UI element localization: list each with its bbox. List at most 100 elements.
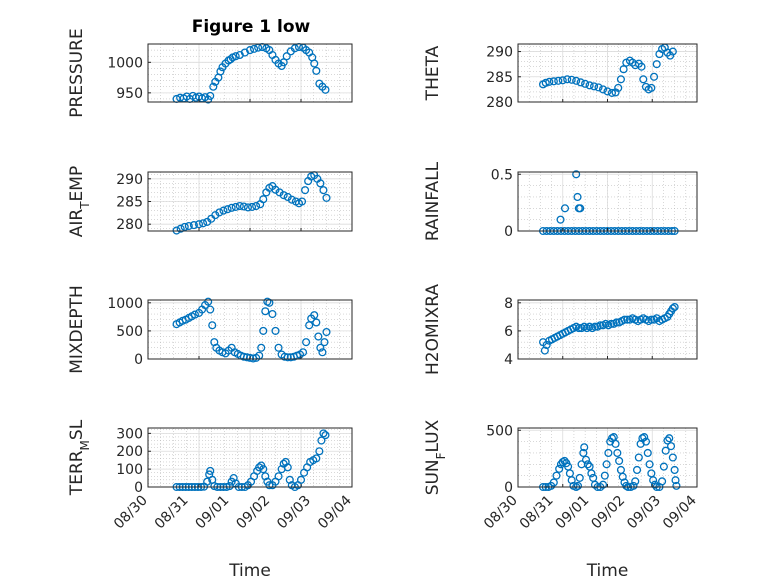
data-point [666, 442, 676, 451]
data-point [590, 82, 599, 91]
data-point [204, 297, 213, 306]
y-tick-label: 0 [134, 480, 143, 496]
data-point [184, 221, 193, 231]
y-tick-label: 100 [116, 462, 143, 478]
data-point [321, 85, 330, 94]
data-point [250, 44, 259, 53]
subplot-2: 280 285 290 THETA [423, 43, 698, 111]
data-point [576, 204, 585, 213]
y-tick-label: 6 [504, 324, 513, 340]
data-point [297, 197, 307, 206]
data-point [549, 478, 558, 487]
data-point [666, 51, 675, 60]
data-point [265, 298, 274, 307]
y-tick-label: 4 [504, 352, 513, 368]
data-point [541, 78, 550, 87]
data-point [616, 75, 625, 84]
data-point [631, 477, 640, 486]
data-point [598, 85, 608, 94]
data-point [283, 463, 292, 472]
data-point [585, 81, 594, 90]
data-point [563, 75, 572, 84]
data-point [245, 353, 255, 362]
data-point [596, 321, 605, 330]
data-point [312, 66, 321, 75]
data-point [594, 83, 603, 92]
data-point [558, 457, 567, 467]
y-tick-label: 950 [116, 86, 143, 102]
data-point [279, 58, 288, 67]
data-point [540, 346, 549, 355]
data-point [259, 465, 268, 474]
data-point [219, 206, 228, 215]
data-point [671, 476, 680, 485]
data-point [208, 321, 217, 330]
y-tick-label: 8 [504, 296, 513, 312]
data-point [261, 307, 270, 316]
data-point [672, 481, 681, 490]
data-point [549, 77, 558, 86]
data-point [639, 75, 648, 84]
data-point [615, 456, 624, 465]
data-point [670, 465, 679, 475]
data-point [643, 448, 652, 458]
data-point [602, 460, 611, 469]
data-point [583, 460, 592, 469]
data-point [556, 215, 565, 224]
data-point [623, 315, 632, 324]
data-point [560, 204, 570, 213]
data-point [316, 179, 325, 188]
data-point [558, 76, 567, 85]
y-tick-label: 290 [116, 172, 143, 188]
y-axis-label: MIXDEPTH [67, 285, 87, 374]
data-point [649, 72, 659, 81]
y-tick-label: 280 [116, 217, 143, 233]
y-tick-label: 0 [134, 352, 143, 368]
data-point [265, 481, 274, 490]
data-point [560, 456, 569, 465]
data-point [317, 436, 326, 445]
data-point [298, 348, 308, 357]
data-point [573, 192, 582, 202]
data-point [209, 82, 218, 91]
data-point [645, 460, 654, 469]
data-point [314, 332, 323, 341]
data-point [310, 59, 319, 68]
y-tick-label: 200 [116, 444, 143, 460]
data-point [668, 453, 677, 462]
data-point [614, 83, 623, 92]
data-point [318, 348, 327, 357]
data-point [189, 221, 198, 230]
subplot-4: 0 0.5 RAINFALL [423, 161, 698, 241]
data-point [613, 448, 622, 458]
y-tick-label: 0 [504, 224, 513, 240]
y-tick-label: 500 [116, 324, 143, 340]
data-point [545, 77, 554, 86]
y-axis-label: H2OMIXRA [423, 284, 443, 375]
data-point [302, 338, 311, 347]
y-tick-label: 280 [486, 95, 513, 111]
data-point [259, 195, 268, 204]
data-point [552, 471, 561, 480]
y-tick-label: 285 [486, 70, 513, 86]
data-point [322, 327, 331, 337]
y-tick-label: 0 [504, 480, 513, 496]
data-point [567, 476, 576, 485]
y-axis-label: PRESSURE [67, 28, 87, 117]
y-axis-label: THETA [423, 45, 443, 101]
data-point [649, 476, 658, 485]
data-point [290, 44, 299, 53]
data-point [194, 220, 204, 229]
data-point [227, 203, 236, 212]
data-point [580, 443, 589, 452]
data-point [223, 205, 232, 214]
data-point [287, 195, 296, 204]
data-point [581, 455, 591, 464]
data-point [239, 202, 248, 211]
data-point [180, 222, 189, 231]
data-point [310, 311, 319, 320]
data-point [554, 76, 563, 85]
data-point [282, 52, 291, 61]
data-point [268, 309, 277, 319]
